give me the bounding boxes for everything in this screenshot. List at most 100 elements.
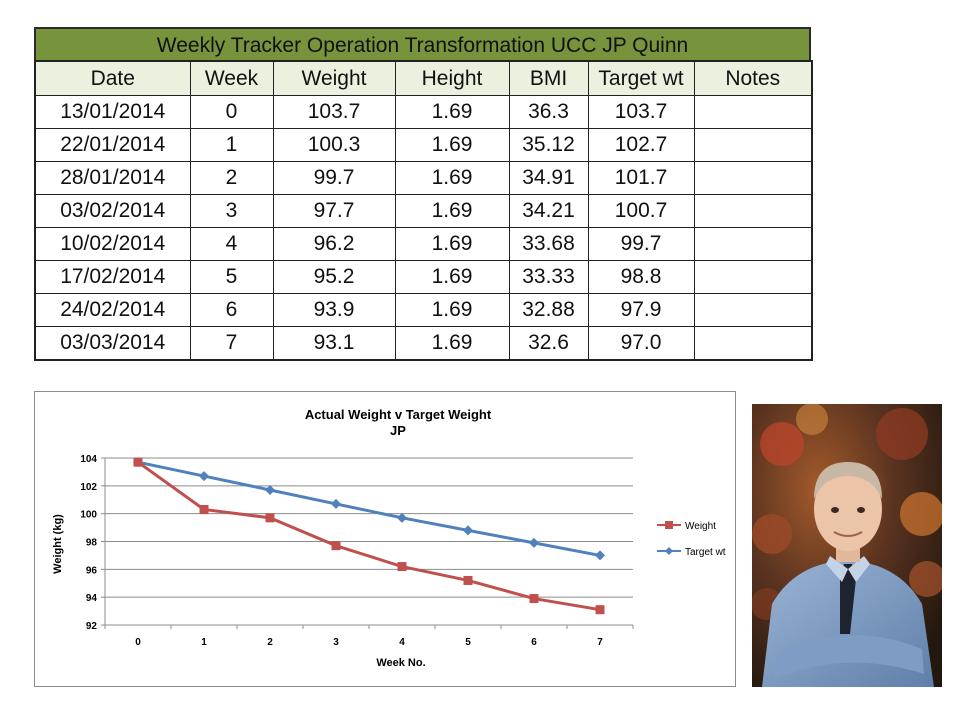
cell-date: 03/02/2014: [34, 194, 191, 228]
cell-notes: [693, 227, 813, 261]
cell-weight: 95.2: [272, 260, 396, 294]
table-row: 24/02/2014 6 93.9 1.69 32.88 97.9: [34, 293, 813, 327]
data-point-weight: [199, 504, 209, 514]
data-point-weight: [133, 457, 143, 467]
tracker-grid: Date Week Weight Height BMI Target wt No…: [34, 60, 813, 361]
col-header-week: Week: [189, 60, 274, 96]
legend-label-target-wt: Target wt: [685, 547, 726, 558]
y-tick-label: 102: [80, 482, 97, 493]
cell-bmi: 36.3: [508, 95, 589, 129]
cell-weight: 93.9: [272, 293, 396, 327]
data-point-weight: [397, 562, 407, 572]
cell-notes: [693, 161, 813, 195]
cell-notes: [693, 128, 813, 162]
cell-target-wt: 99.7: [587, 227, 695, 261]
x-tick-label: 3: [333, 637, 339, 648]
cell-week: 2: [189, 161, 274, 195]
cell-date: 22/01/2014: [34, 128, 191, 162]
cell-target-wt: 97.0: [587, 326, 695, 361]
y-tick-label: 100: [80, 510, 97, 521]
data-point-target-wt: [595, 550, 605, 561]
x-axis-label: Week No.: [376, 657, 425, 669]
y-axis-label: Weight (kg): [52, 514, 64, 574]
x-tick-label: 5: [465, 637, 471, 648]
cell-date: 28/01/2014: [34, 161, 191, 195]
cell-height: 1.69: [394, 227, 510, 261]
cell-notes: [693, 326, 813, 361]
cell-notes: [693, 194, 813, 228]
table-row: 13/01/2014 0 103.7 1.69 36.3 103.7: [34, 95, 813, 129]
cell-bmi: 32.88: [508, 293, 589, 327]
cell-week: 4: [189, 227, 274, 261]
table-row: 22/01/2014 1 100.3 1.69 35.12 102.7: [34, 128, 813, 162]
data-point-target-wt: [265, 485, 275, 496]
data-point-target-wt: [463, 525, 473, 536]
cell-weight: 93.1: [272, 326, 396, 361]
chart-subtitle: JP: [390, 423, 406, 438]
series-line-target-wt: [137, 460, 601, 557]
data-point-target-wt: [199, 471, 209, 482]
cell-weight: 99.7: [272, 161, 396, 195]
cell-bmi: 33.33: [508, 260, 589, 294]
x-tick-label: 7: [597, 637, 603, 648]
cell-week: 5: [189, 260, 274, 294]
cell-height: 1.69: [394, 128, 510, 162]
y-tick-label: 92: [86, 621, 98, 632]
cell-week: 6: [189, 293, 274, 327]
series-line-weight: [137, 460, 601, 612]
table-row: 28/01/2014 2 99.7 1.69 34.91 101.7: [34, 161, 813, 195]
tracker-table: Weekly Tracker Operation Transformation …: [34, 27, 813, 361]
col-header-notes: Notes: [693, 60, 813, 96]
cell-target-wt: 98.8: [587, 260, 695, 294]
weight-chart: Actual Weight v Target Weight JP Week No…: [34, 391, 736, 687]
cell-weight: 96.2: [272, 227, 396, 261]
table-row: 10/02/2014 4 96.2 1.69 33.68 99.7: [34, 227, 813, 261]
cell-bmi: 34.91: [508, 161, 589, 195]
cell-week: 7: [189, 326, 274, 361]
cell-height: 1.69: [394, 161, 510, 195]
col-header-bmi: BMI: [508, 60, 589, 96]
data-point-weight: [265, 513, 275, 523]
weight-chart-svg: Actual Weight v Target Weight JP Week No…: [52, 407, 726, 669]
table-row: 03/02/2014 3 97.7 1.69 34.21 100.7: [34, 194, 813, 228]
x-tick-label: 4: [399, 637, 405, 648]
y-tick-label: 104: [80, 454, 97, 465]
cell-date: 13/01/2014: [34, 95, 191, 129]
header-row: Date Week Weight Height BMI Target wt No…: [34, 60, 813, 96]
x-tick-label: 1: [201, 637, 207, 648]
cell-bmi: 34.21: [508, 194, 589, 228]
cell-height: 1.69: [394, 260, 510, 294]
portrait-photo: [752, 404, 942, 687]
cell-height: 1.69: [394, 293, 510, 327]
cell-notes: [693, 260, 813, 294]
cell-date: 17/02/2014: [34, 260, 191, 294]
legend-label-weight: Weight: [685, 521, 716, 532]
col-header-height: Height: [394, 60, 510, 96]
data-point-weight: [529, 594, 539, 604]
data-point-weight: [595, 605, 605, 615]
cell-height: 1.69: [394, 326, 510, 361]
cell-bmi: 33.68: [508, 227, 589, 261]
cell-date: 03/03/2014: [34, 326, 191, 361]
x-tick-label: 6: [531, 637, 537, 648]
data-point-target-wt: [529, 537, 539, 548]
cell-week: 3: [189, 194, 274, 228]
cell-target-wt: 97.9: [587, 293, 695, 327]
cell-week: 1: [189, 128, 274, 162]
legend-marker-weight: [665, 521, 673, 529]
cell-weight: 97.7: [272, 194, 396, 228]
table-row: 03/03/2014 7 93.1 1.69 32.6 97.0: [34, 326, 813, 361]
y-tick-label: 94: [86, 593, 98, 604]
data-point-weight: [463, 575, 473, 585]
cell-week: 0: [189, 95, 274, 129]
chart-title: Actual Weight v Target Weight: [305, 407, 492, 422]
table-title: Weekly Tracker Operation Transformation …: [34, 27, 811, 60]
portrait-photo-image: [752, 404, 942, 687]
cell-bmi: 32.6: [508, 326, 589, 361]
cell-date: 24/02/2014: [34, 293, 191, 327]
cell-date: 10/02/2014: [34, 227, 191, 261]
x-tick-label: 2: [267, 637, 273, 648]
col-header-weight: Weight: [272, 60, 396, 96]
col-header-date: Date: [34, 60, 191, 96]
cell-notes: [693, 293, 813, 327]
